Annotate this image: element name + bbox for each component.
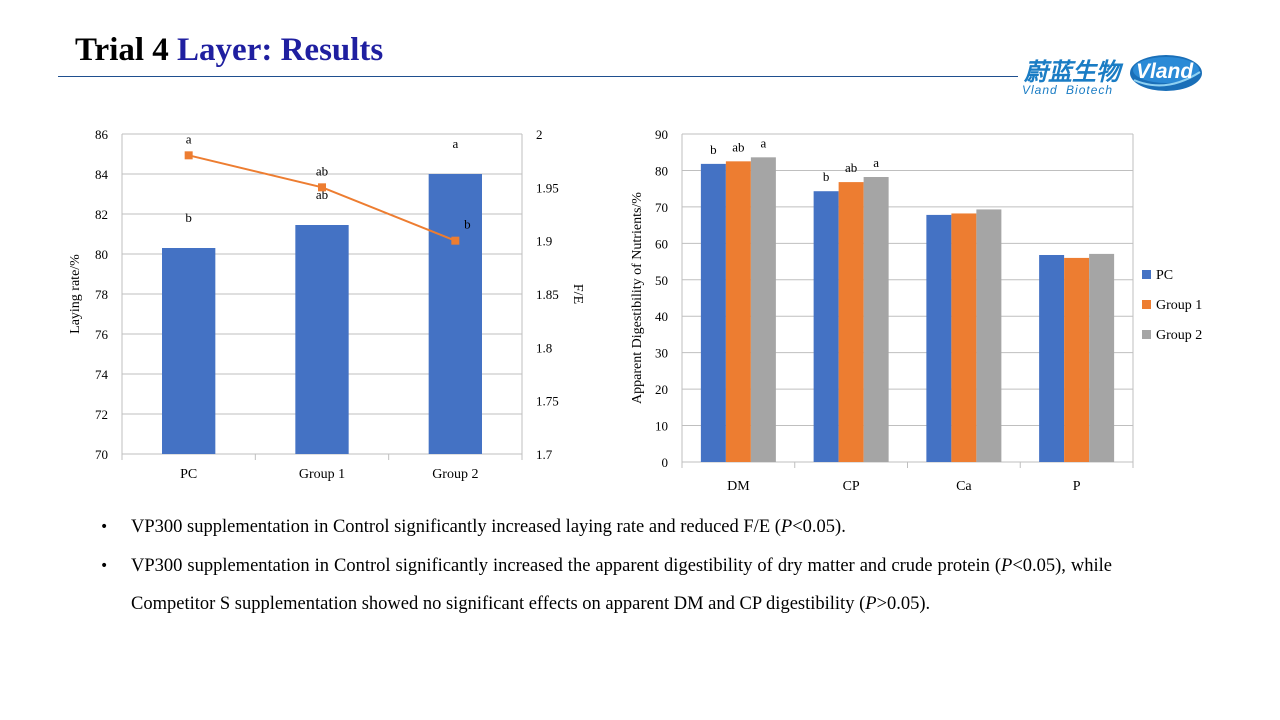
bullet-dot-icon: •: [100, 557, 109, 574]
bar-significance-label: b: [710, 142, 717, 157]
bar: [162, 248, 216, 454]
bar: [1089, 253, 1115, 462]
y2-tick-label: 1.75: [536, 394, 559, 409]
bar-significance-label: a: [452, 136, 458, 151]
logo-english-text: Vland Biotech: [1022, 83, 1114, 97]
fe-point: [184, 151, 193, 160]
y-tick-label: 60: [655, 236, 668, 251]
y-tick-label: 78: [95, 287, 108, 302]
y-tick-label: 82: [95, 207, 108, 222]
y-tick-label: 20: [655, 382, 668, 397]
bullet-dot-icon: •: [100, 519, 109, 535]
bar: [725, 161, 751, 463]
x-tick-label: Ca: [956, 479, 972, 494]
y-tick-label: 30: [655, 346, 668, 361]
y2-tick-label: 1.8: [536, 340, 552, 355]
y2-tick-label: 1.9: [536, 234, 552, 249]
y-tick-label: 50: [655, 273, 668, 288]
bar-significance-label: a: [873, 155, 879, 170]
legend-swatch: [1142, 330, 1151, 339]
y2-axis-title: F/E: [570, 284, 585, 304]
y-tick-label: 76: [95, 327, 109, 342]
y-tick-label: 0: [662, 455, 669, 470]
bar: [295, 225, 349, 454]
y-axis-title: Laying rate/%: [68, 254, 83, 334]
bullet-p-value: P: [780, 517, 793, 537]
legend-swatch: [1142, 270, 1151, 279]
slide-title-trial: Trial 4: [75, 32, 169, 68]
y-tick-label: 10: [655, 419, 668, 434]
bullet-text: VP300 supplementation in Control signifi…: [131, 556, 1112, 615]
bullet-list: • VP300 supplementation in Control signi…: [100, 508, 1112, 624]
x-tick-label: P: [1073, 479, 1081, 494]
x-tick-label: CP: [843, 479, 860, 494]
bar: [1039, 254, 1065, 462]
bullet-text-part: >0.05).: [876, 594, 931, 614]
bar-significance-label: ab: [732, 139, 744, 154]
y-tick-label: 72: [95, 407, 108, 422]
bar: [428, 174, 482, 454]
bar: [1064, 257, 1090, 462]
line-significance-label: ab: [316, 163, 328, 178]
y-tick-label: 70: [655, 200, 668, 215]
y2-tick-label: 1.7: [536, 447, 553, 462]
y-tick-label: 70: [95, 447, 108, 462]
legend-label: Group 1: [1156, 298, 1202, 313]
y2-tick-label: 1.85: [536, 287, 559, 302]
bar-significance-label: ab: [845, 160, 857, 175]
fe-point: [451, 236, 460, 245]
x-tick-label: DM: [727, 479, 750, 494]
laying-rate-fe-chart: 70 72 74 76 78 80 82 84 86 1.7 1.75 1.8 1.85 1.9 1.95 2…: [68, 127, 585, 482]
y-tick-label: 90: [655, 127, 668, 142]
bar: [951, 213, 977, 462]
bullet-text-part: VP300 supplementation in Control signifi…: [131, 517, 781, 537]
bar: [838, 182, 864, 462]
legend-swatch: [1142, 300, 1151, 309]
y2-tick-label: 1.95: [536, 180, 559, 195]
bullet-text-part: <0.05), while Competitor S supplementati…: [131, 555, 1112, 615]
bullet-item: • VP300 supplementation in Control signi…: [100, 508, 1112, 547]
line-significance-label: b: [464, 217, 471, 232]
bar: [813, 191, 839, 462]
legend-label: PC: [1156, 268, 1173, 283]
x-tick-label: Group 1: [299, 467, 345, 482]
bar: [863, 177, 889, 462]
x-tick-label: Group 2: [432, 467, 478, 482]
bar: [926, 214, 952, 462]
y-tick-label: 40: [655, 309, 668, 324]
logo-chinese-text: 蔚蓝生物: [1024, 58, 1120, 86]
bar-significance-label: a: [760, 135, 766, 150]
bullet-p-value: P: [1001, 555, 1013, 576]
vland-logo: 蔚蓝生物 Vland Biotech Vland: [1018, 48, 1208, 100]
y-tick-label: 80: [95, 247, 108, 262]
legend-label: Group 2: [1156, 328, 1202, 343]
slide-title: Trial 4 Layer: Results: [75, 32, 383, 69]
bar: [976, 209, 1002, 462]
bullet-text: VP300 supplementation in Control signifi…: [131, 517, 846, 537]
line-significance-label: a: [186, 131, 192, 146]
y-tick-label: 84: [95, 167, 109, 182]
bullet-text-part: <0.05).: [792, 517, 846, 537]
slide-title-heading: Layer: Results: [177, 32, 384, 68]
y-axis-title: Apparent Digestibility of Nutrients/%: [630, 192, 645, 404]
fe-point: [318, 183, 326, 192]
bar: [700, 163, 726, 462]
y-tick-label: 86: [95, 127, 109, 142]
logo-badge-text: Vland: [1136, 60, 1194, 83]
bullet-p-value: P: [865, 594, 877, 614]
bar: [750, 157, 776, 462]
bullet-text-part: VP300 supplementation in Control signifi…: [131, 555, 1001, 576]
y2-tick-label: 2: [536, 127, 543, 142]
logo-badge-icon: [1130, 55, 1202, 91]
bullet-item: • VP300 supplementation in Control signi…: [100, 547, 1112, 624]
y-tick-label: 74: [95, 367, 109, 382]
bar-significance-label: b: [185, 210, 192, 225]
title-underline: [58, 76, 1018, 77]
bar-significance-label: b: [823, 169, 830, 184]
y-tick-label: 80: [655, 163, 668, 178]
x-tick-label: PC: [180, 467, 197, 482]
